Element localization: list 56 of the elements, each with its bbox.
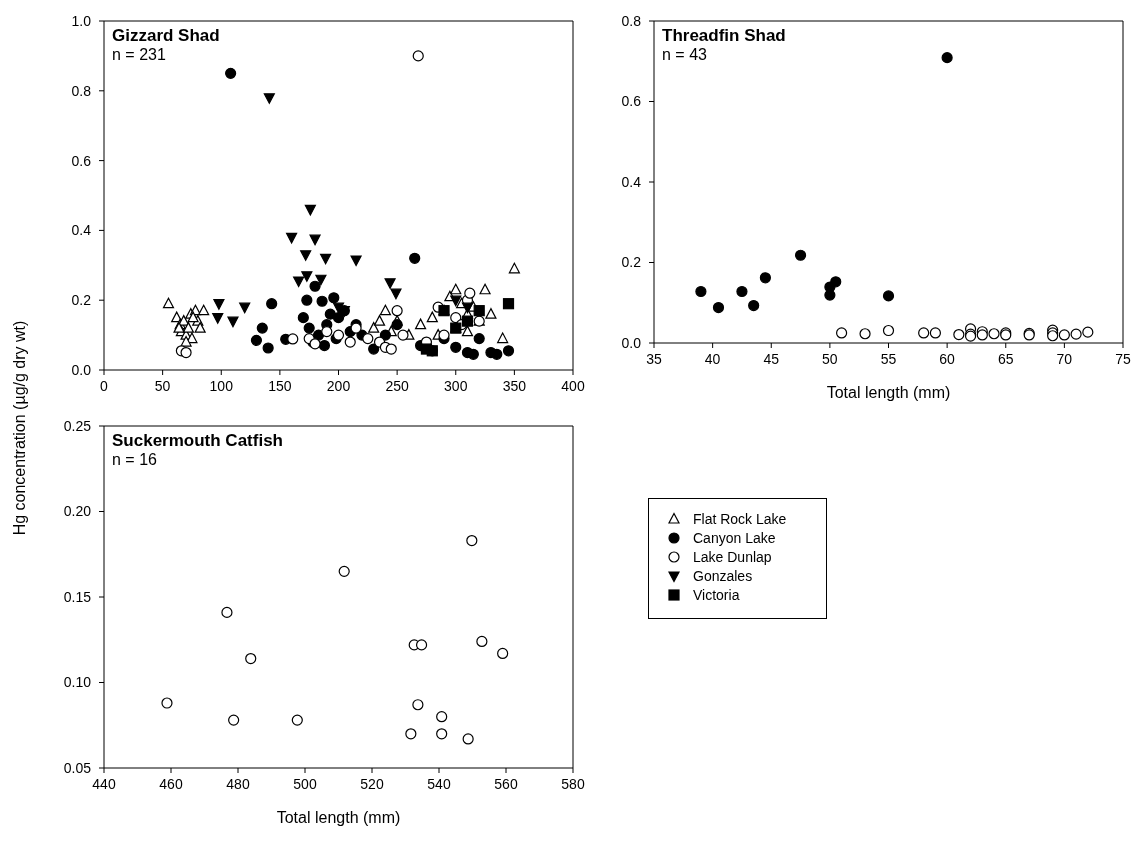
annotation: n = 231 (112, 46, 167, 64)
y-tick-label: 0.6 (621, 93, 642, 110)
y-tick-label: 1.0 (71, 12, 92, 29)
legend-label: Flat Rock Lake (693, 510, 787, 527)
chart-title: Gizzard Shad (112, 26, 220, 46)
chart-title: Threadfin Shad (662, 26, 786, 46)
y-tick-label: 0.8 (71, 82, 92, 99)
x-tick-label: 65 (997, 350, 1014, 367)
x-tick-label: 150 (268, 377, 292, 394)
x-tick-label: 40 (704, 350, 721, 367)
x-tick-label: 60 (939, 350, 956, 367)
y-tick-label: 0.0 (71, 361, 92, 378)
x-axis-title: Total length (mm) (276, 809, 401, 826)
x-tick-label: 520 (360, 775, 384, 792)
y-axis-title: Hg concentration (µg/g dry wt) (11, 320, 29, 536)
legend-label: Lake Dunlap (693, 548, 772, 565)
legend-label: Gonzales (693, 567, 753, 584)
x-tick-label: 45 (763, 350, 780, 367)
x-tick-label: 35 (646, 350, 662, 367)
x-tick-label: 440 (92, 775, 116, 792)
chart-title: Suckermouth Catfish (112, 431, 283, 451)
x-tick-label: 460 (159, 775, 183, 792)
x-tick-label: 55 (880, 350, 897, 367)
y-tick-label: 0.8 (621, 12, 642, 29)
x-tick-label: 350 (502, 377, 527, 394)
legend-label: Victoria (693, 586, 740, 603)
y-tick-label: 0.0 (621, 334, 642, 351)
x-tick-label: 200 (326, 377, 351, 394)
x-axis-title: Total length (mm) (826, 384, 951, 401)
y-tick-label: 0.25 (63, 417, 92, 434)
x-tick-label: 400 (561, 377, 585, 394)
x-tick-label: 70 (1056, 350, 1073, 367)
x-tick-label: 500 (293, 775, 317, 792)
x-tick-label: 540 (427, 775, 451, 792)
y-tick-label: 0.15 (63, 588, 92, 605)
x-tick-label: 250 (385, 377, 410, 394)
y-tick-label: 0.2 (621, 254, 642, 271)
y-tick-label: 0.4 (71, 222, 92, 239)
x-tick-label: 50 (154, 377, 171, 394)
y-tick-label: 0.4 (621, 173, 642, 190)
legend-label: Canyon Lake (693, 529, 776, 546)
x-tick-label: 100 (209, 377, 234, 394)
x-tick-label: 580 (561, 775, 585, 792)
x-tick-label: 75 (1115, 350, 1131, 367)
x-tick-label: 0 (100, 377, 109, 394)
x-tick-label: 50 (822, 350, 838, 367)
y-tick-label: 0.10 (63, 674, 92, 691)
x-tick-label: 300 (444, 377, 468, 394)
annotation: n = 43 (662, 46, 708, 64)
y-tick-label: 0.20 (63, 503, 92, 520)
y-tick-label: 0.6 (71, 152, 92, 169)
x-tick-label: 560 (494, 775, 518, 792)
y-tick-label: 0.05 (63, 759, 92, 776)
y-tick-label: 0.2 (71, 292, 92, 309)
annotation: n = 16 (112, 451, 158, 469)
x-tick-label: 480 (226, 775, 250, 792)
